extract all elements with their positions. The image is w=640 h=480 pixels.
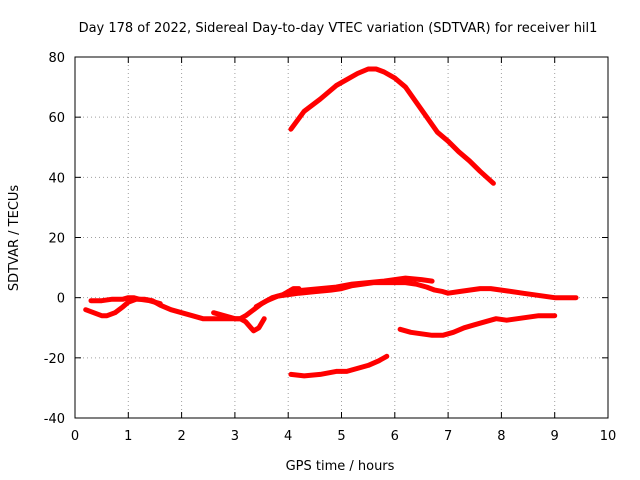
y-tick-label: 0 [57, 292, 65, 307]
y-axis-label: SDTVAR / TECUs [7, 185, 22, 292]
y-tick-label: 40 [48, 171, 65, 186]
x-tick-label: 8 [497, 429, 505, 444]
series-line-track-6 [288, 66, 496, 186]
x-tick-label: 0 [71, 429, 79, 444]
chart-title: Day 178 of 2022, Sidereal Day-to-day VTE… [79, 21, 598, 36]
x-axis-ticks: 0 1 2 3 4 5 6 7 8 9 10 [71, 57, 616, 444]
y-axis-ticks: -40 -20 0 20 40 60 80 [44, 51, 608, 427]
series-line-track-8 [397, 313, 558, 338]
y-tick-label: -20 [44, 352, 65, 367]
x-tick-label: 1 [124, 429, 132, 444]
series-line-track-4 [253, 280, 579, 310]
series-line-track-5 [285, 275, 435, 295]
x-tick-label: 9 [551, 429, 559, 444]
y-tick-label: 60 [48, 111, 65, 126]
series-layer [83, 66, 579, 379]
y-tick-label: 80 [48, 51, 65, 66]
x-tick-label: 10 [600, 429, 617, 444]
series-line-track-7 [288, 353, 390, 379]
x-axis-label: GPS time / hours [286, 459, 395, 474]
x-tick-label: 6 [391, 429, 399, 444]
x-tick-label: 2 [177, 429, 185, 444]
series-line-track-2 [88, 295, 163, 307]
series-line-track-1 [83, 296, 267, 334]
x-tick-label: 4 [284, 429, 292, 444]
grid [75, 57, 608, 418]
y-tick-label: 20 [48, 232, 65, 247]
x-tick-label: 7 [444, 429, 452, 444]
y-tick-label: -40 [44, 412, 65, 427]
x-tick-label: 5 [337, 429, 345, 444]
x-tick-label: 3 [231, 429, 239, 444]
